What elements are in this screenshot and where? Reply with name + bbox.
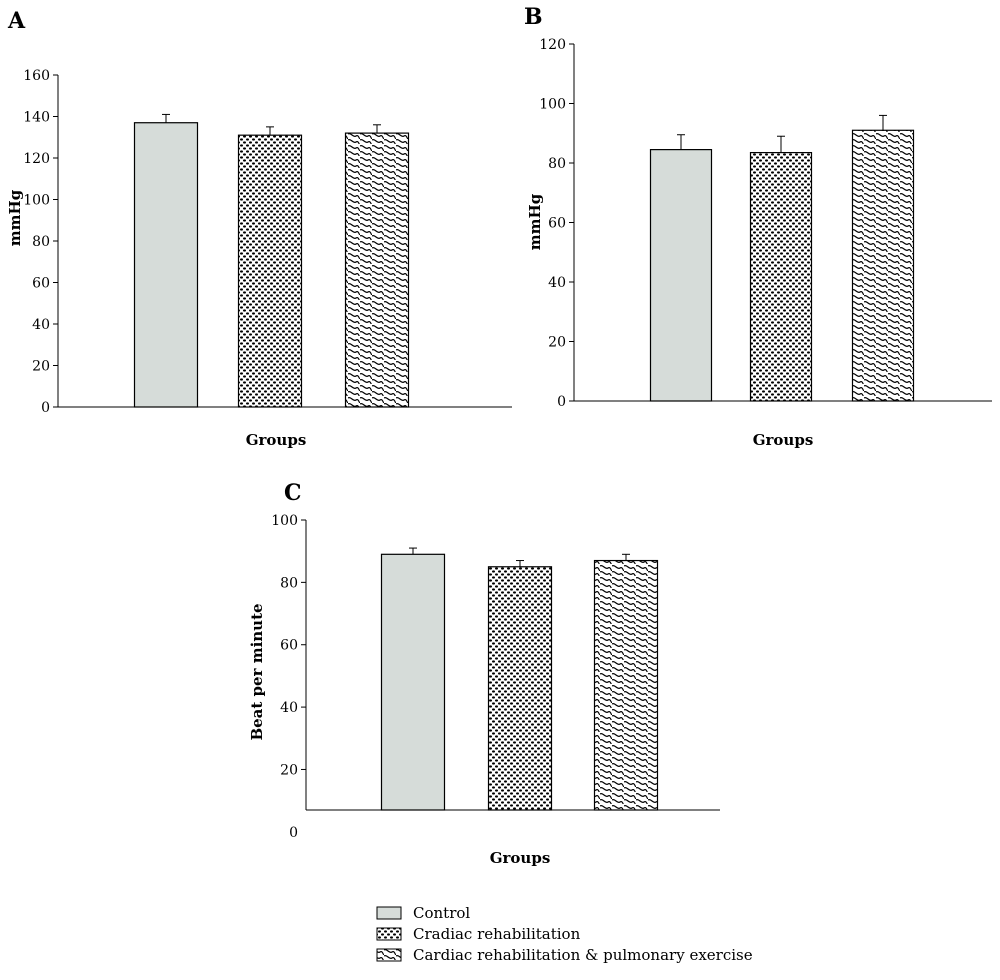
y-axis-ticks-c: 20 40 60 80 100 — [271, 513, 306, 778]
y-tick-label-a: 100 — [23, 193, 50, 209]
y-tick-label-a: 120 — [23, 151, 50, 167]
bar-b-2 — [749, 151, 813, 402]
legend-label-cardiac-rehab: Cradiac rehabilitation — [413, 925, 581, 943]
bar-b-3 — [851, 129, 915, 402]
bars-c — [380, 547, 659, 811]
y-tick-label-a: 20 — [32, 359, 50, 375]
y-axis-ticks-a: 0 20 40 60 80 100 120 140 160 — [23, 68, 58, 416]
y-tick-label-b: 80 — [548, 156, 566, 172]
y-tick-label-b: 0 — [557, 394, 566, 410]
legend-swatch-rehab-pulmonary — [376, 948, 402, 962]
y-axis-title-a: mmHg — [6, 189, 24, 246]
legend-label-rehab-pulmonary: Cardiac rehabilitation & pulmonary exerc… — [413, 946, 753, 964]
y-tick-label-a: 40 — [32, 317, 50, 333]
y-axis-ticks-b: 0 20 40 60 80 100 120 — [539, 37, 574, 410]
y-tick-label-c: 100 — [271, 513, 298, 529]
y-tick-label-c: 20 — [280, 762, 298, 778]
bar-a-2 — [237, 134, 303, 408]
legend-swatch-cardiac-rehab — [376, 927, 402, 941]
y-tick-label-b: 20 — [548, 335, 566, 351]
bar-c-1 — [380, 553, 446, 811]
chart-panel-b: B 0 20 40 60 80 100 120 mmHg Groups — [524, 4, 992, 449]
axes-a — [57, 75, 512, 408]
x-axis-title-c: Groups — [490, 849, 551, 867]
y-tick-label-a: 0 — [41, 400, 50, 416]
bar-b-1 — [649, 149, 713, 402]
y-tick-label-b: 60 — [548, 216, 566, 232]
y-tick-label-b: 40 — [548, 275, 566, 291]
axes-b — [573, 44, 992, 402]
y-tick-label-c: 40 — [280, 700, 298, 716]
y-tick-label-c: 80 — [280, 575, 298, 591]
legend-swatch-control — [376, 906, 402, 920]
bars-a — [133, 113, 410, 408]
y-axis-title-c: Beat per minute — [248, 603, 266, 740]
y-tick-label-b: 100 — [539, 97, 566, 113]
y-tick-label-a: 80 — [32, 234, 50, 250]
panel-label-a: A — [7, 8, 26, 34]
y-tick-label-b: 120 — [539, 37, 566, 53]
legend-label-control: Control — [413, 904, 470, 922]
bar-a-3 — [344, 132, 410, 408]
x-axis-title-b: Groups — [753, 431, 814, 449]
panel-label-b: B — [524, 4, 543, 30]
bar-a-1 — [133, 122, 199, 408]
x-axis-title-a: Groups — [246, 431, 307, 449]
axes-c — [305, 520, 720, 811]
y-tick-label-extra-c: 0 — [289, 825, 298, 841]
chart-panel-c: C 20 40 60 80 100 Beat per minute Groups 0 — [248, 480, 720, 867]
y-tick-label-c: 60 — [280, 638, 298, 654]
y-tick-label-a: 140 — [23, 110, 50, 126]
bar-c-3 — [593, 559, 659, 811]
bars-b — [649, 114, 915, 402]
bar-c-2 — [487, 566, 553, 811]
panel-label-c: C — [284, 480, 302, 506]
chart-panel-a: A 0 20 40 60 80 100 120 140 160 mmHg Groups — [6, 8, 512, 449]
legend: Control Cradiac rehabilitation Cardiac r… — [376, 904, 753, 964]
y-tick-label-a: 60 — [32, 276, 50, 292]
y-axis-title-b: mmHg — [526, 193, 544, 250]
y-tick-label-a: 160 — [23, 68, 50, 84]
